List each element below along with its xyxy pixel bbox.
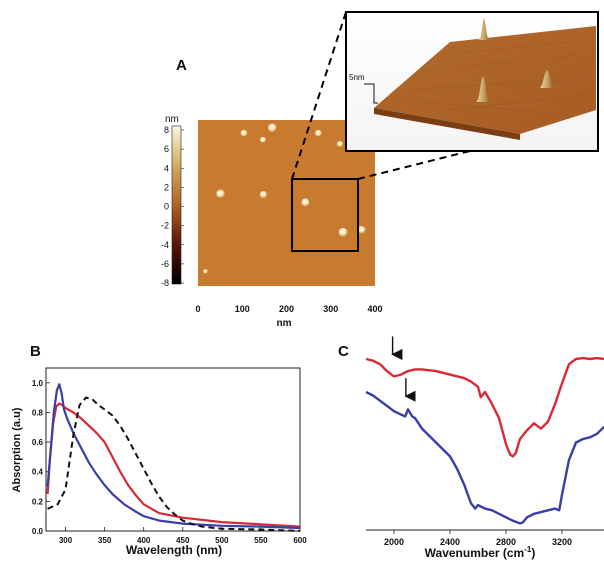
chart-c-series-2-line xyxy=(365,390,604,525)
chart-c-x-ticks: 2000 2400 2800 3200 xyxy=(384,530,572,547)
zoom-connector-bottom xyxy=(357,150,471,180)
chart-b-y-label: Absorption (a.u) xyxy=(11,407,23,492)
inset-scale-bar xyxy=(364,83,378,104)
zoom-connector-left xyxy=(291,11,347,180)
chart-b-series-2-line xyxy=(46,383,301,530)
colorbar-tick-label: -2 xyxy=(161,221,169,231)
chart-c-x-tick-label: 3200 xyxy=(552,537,572,547)
colorbar-gradient xyxy=(171,125,182,285)
afm-3d-inset: 5nm xyxy=(345,11,599,152)
colorbar-ticks: 8 6 4 2 0 -2 -4 -6 -8 xyxy=(161,125,184,288)
afm-image: 0 100 200 300 400 nm xyxy=(195,120,383,329)
chart-b-y-tick-label: 0.2 xyxy=(32,497,44,506)
panel-a: A nm 8 6 4 2 0 -2 -4 -6 -8 0 100 200 300 400 nm xyxy=(161,11,599,329)
afm-x-tick-label: 400 xyxy=(367,304,382,314)
afm-x-tick-label: 100 xyxy=(235,304,250,314)
chart-b-plot-area xyxy=(45,367,301,532)
chart-b-x-tick-label: 600 xyxy=(293,536,307,545)
colorbar-tick-label: 2 xyxy=(164,182,169,192)
inset-surface-edge xyxy=(374,108,520,140)
panel-a-label: A xyxy=(176,57,187,74)
chart-b-series-3-line xyxy=(47,396,301,532)
chart-b-series-1-line xyxy=(46,402,301,528)
inset-particle-1 xyxy=(478,18,490,40)
colorbar-tick-label: 0 xyxy=(164,202,169,212)
afm-particle xyxy=(314,129,322,137)
chart-b-series xyxy=(46,383,301,532)
afm-particle xyxy=(301,198,310,207)
chart-c-x-tick-label: 2400 xyxy=(440,537,460,547)
afm-particle xyxy=(357,226,366,234)
chart-b-x-tick-label: 550 xyxy=(254,536,268,545)
panel-c-label: C xyxy=(338,343,349,360)
afm-particle xyxy=(259,136,267,143)
afm-particle xyxy=(240,129,248,137)
chart-c-x-tick-label: 2000 xyxy=(384,537,404,547)
afm-particle xyxy=(259,190,268,199)
zoom-region-box xyxy=(291,178,359,252)
colorbar-tick-label: 6 xyxy=(164,144,169,154)
panel-b-label: B xyxy=(30,343,41,360)
afm-particle xyxy=(216,189,225,199)
afm-x-tick-label: 200 xyxy=(279,304,294,314)
chart-b-x-tick-label: 350 xyxy=(98,536,112,545)
chart-c-arrows xyxy=(391,336,416,402)
chart-b-y-ticks: 0.0 0.2 0.4 0.6 0.8 1.0 xyxy=(32,379,50,536)
colorbar-tick-label: -6 xyxy=(161,259,169,269)
chart-c-series-1-line xyxy=(365,356,604,458)
afm-x-tick-label: 0 xyxy=(195,304,200,314)
chart-c-x-label: Wavenumber (cm-1) xyxy=(425,545,536,560)
chart-b-y-tick-label: 0.8 xyxy=(32,408,44,417)
height-colorbar: nm 8 6 4 2 0 -2 -4 -6 -8 xyxy=(161,114,184,288)
inset-surface xyxy=(374,26,596,134)
afm-particle xyxy=(267,123,277,133)
colorbar-tick-label: 8 xyxy=(164,125,169,135)
chart-b-x-tick-label: 500 xyxy=(215,536,229,545)
colorbar-tick-label: -4 xyxy=(161,240,169,250)
inset-scale-label: 5nm xyxy=(349,73,365,82)
afm-x-tick-label: 300 xyxy=(323,304,338,314)
colorbar-unit: nm xyxy=(165,114,179,125)
chart-b-y-tick-label: 0.4 xyxy=(32,468,44,477)
afm-particle xyxy=(336,140,344,148)
inset-particle-3 xyxy=(540,70,554,88)
panel-b: B 0.0 0.2 0.4 0.6 0.8 1.0 300 350 400 450 500 550 6… xyxy=(11,343,307,557)
afm-particle xyxy=(203,269,208,274)
afm-x-label: nm xyxy=(277,318,292,329)
colorbar-tick-label: 4 xyxy=(164,163,169,173)
chart-b-x-tick-label: 300 xyxy=(59,536,73,545)
chart-b-y-tick-label: 0.0 xyxy=(32,527,44,536)
chart-b-x-tick-label: 450 xyxy=(176,536,190,545)
panel-c: C 2000 2400 2800 3200 Wavenumber (cm-1) xyxy=(338,336,604,560)
colorbar-tick-label: -8 xyxy=(161,278,169,288)
chart-c-series xyxy=(365,356,604,525)
inset-particle-2 xyxy=(476,76,490,102)
chart-b-x-label: Wavelength (nm) xyxy=(126,543,222,557)
afm-particles xyxy=(203,123,366,274)
chart-b-y-tick-label: 0.6 xyxy=(32,438,44,447)
chart-c-x-tick-label: 2800 xyxy=(496,537,516,547)
chart-b-x-tick-label: 400 xyxy=(137,536,151,545)
chart-b-y-tick-label: 1.0 xyxy=(32,379,44,388)
afm-x-ticks: 0 100 200 300 400 xyxy=(195,304,382,314)
afm-particle xyxy=(338,227,348,238)
